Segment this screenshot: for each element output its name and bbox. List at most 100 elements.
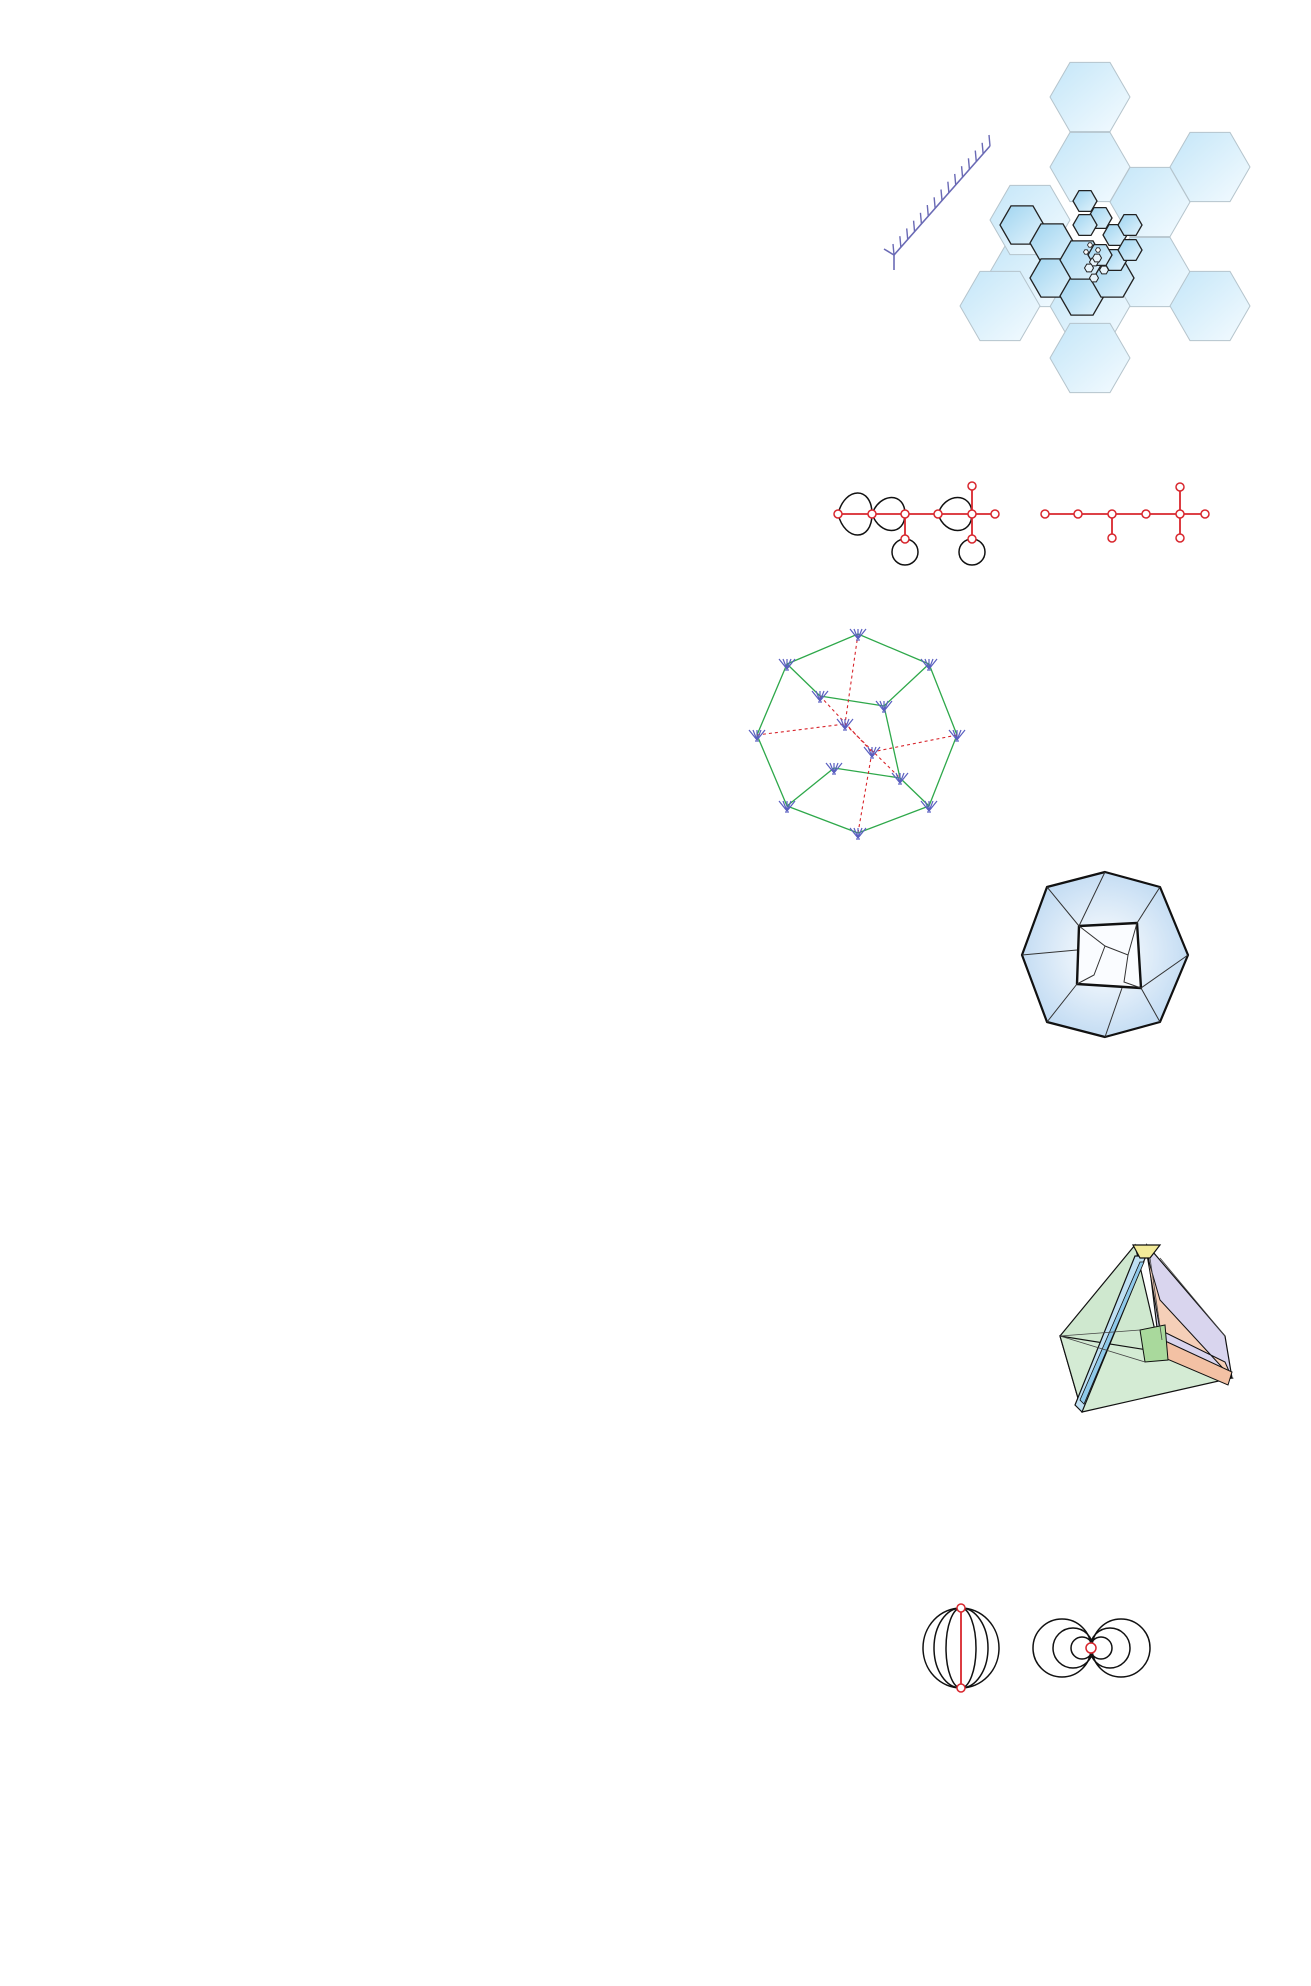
corolla-leaf xyxy=(836,718,846,730)
corolla-leaf xyxy=(815,690,821,702)
vertex xyxy=(990,509,1000,519)
tree-leaf xyxy=(919,212,923,224)
small-hexagon xyxy=(1072,189,1098,213)
corolla xyxy=(778,800,796,813)
corolla-leaf xyxy=(895,772,901,784)
green-edge xyxy=(899,777,930,807)
vertex xyxy=(1200,509,1210,519)
corolla-leaf xyxy=(819,690,829,702)
corolla xyxy=(825,762,843,775)
tree-leaf xyxy=(967,158,971,170)
corolla-leaf xyxy=(840,718,846,730)
green-edge xyxy=(819,695,885,707)
ribbon-graph-left xyxy=(833,481,1000,566)
vertex xyxy=(967,509,977,519)
large-hexagon xyxy=(1049,322,1131,394)
corolla-leaf xyxy=(928,658,938,670)
corolla-leaf xyxy=(782,658,788,670)
green-edge xyxy=(786,633,859,665)
corolla-leaf xyxy=(748,729,758,741)
tree-leaf xyxy=(981,142,984,154)
vertex xyxy=(1107,509,1117,519)
corolla-leaf xyxy=(948,729,958,741)
corolla-leaf xyxy=(920,800,930,812)
corolla xyxy=(836,718,854,731)
corolla xyxy=(948,729,966,742)
tiny-hexagon xyxy=(1083,263,1095,273)
vertex xyxy=(933,509,943,519)
corolla-leaf xyxy=(879,700,885,712)
corolla xyxy=(811,690,829,703)
micro-hexagon xyxy=(1095,247,1101,253)
corolla-leaf xyxy=(899,772,909,784)
vertex xyxy=(967,481,977,491)
corolla-leaf xyxy=(825,762,835,774)
vertex xyxy=(900,509,910,519)
corolla-leaf xyxy=(786,658,796,670)
green-edge xyxy=(786,663,821,697)
corolla-leaf xyxy=(871,746,881,758)
small-hexagon xyxy=(1117,238,1143,262)
small-hexagon xyxy=(1072,213,1098,237)
corolla-leaf xyxy=(891,772,901,784)
facet-blue-inner xyxy=(1079,1261,1145,1405)
corolla-leaf xyxy=(811,690,821,702)
corolla xyxy=(778,658,796,671)
vertex xyxy=(1175,482,1185,492)
corolla-leaf xyxy=(867,746,873,758)
loop-edge xyxy=(937,513,973,532)
loop-edge xyxy=(871,513,906,532)
vertex xyxy=(1141,509,1151,519)
corolla-leaf xyxy=(752,729,758,741)
vertex xyxy=(956,1683,966,1693)
corolla-leaf xyxy=(952,729,958,741)
green-edge xyxy=(756,663,788,736)
tiny-hexagon xyxy=(1098,265,1110,275)
corolla-leaf xyxy=(853,827,859,839)
tree-leaf xyxy=(933,197,936,209)
large-hexagon xyxy=(959,270,1041,342)
corolla xyxy=(849,628,867,641)
corolla-leaf xyxy=(844,718,854,730)
tree-stem xyxy=(883,145,991,270)
vertex xyxy=(1175,509,1185,519)
green-edge xyxy=(928,734,958,807)
tree-leaf xyxy=(974,150,977,162)
loop-graphs xyxy=(922,1603,1151,1693)
micro-hexagon xyxy=(1087,242,1093,248)
tetrahedral-polytope xyxy=(1059,1243,1235,1414)
vertex xyxy=(1085,1642,1097,1654)
ribbon-graphs xyxy=(833,481,1210,566)
rooted-tree-comb xyxy=(883,134,991,270)
vertex xyxy=(833,509,843,519)
corolla-leaf xyxy=(853,628,859,640)
green-edge xyxy=(883,663,930,707)
dashed-edge xyxy=(756,723,846,736)
corolla-leaf xyxy=(778,800,788,812)
dashed-edge xyxy=(819,695,873,753)
dashed-edge xyxy=(871,734,958,753)
tiny-hexagon xyxy=(1088,273,1100,283)
small-hexagon xyxy=(1117,213,1143,237)
vertex xyxy=(1175,533,1185,543)
vertex xyxy=(1073,509,1083,519)
large-hexagon xyxy=(1049,61,1131,133)
green-edge xyxy=(756,734,788,807)
corolla-leaf xyxy=(829,762,835,774)
loop-edge xyxy=(837,492,873,515)
tiny-hexagon xyxy=(1091,253,1103,263)
corolla xyxy=(849,827,867,840)
corolla-leaf xyxy=(863,746,873,758)
tree-leaf xyxy=(926,205,929,217)
corolla-cycle xyxy=(748,628,966,840)
vertex xyxy=(1040,509,1050,519)
loop-edge xyxy=(871,496,906,515)
tree-leaf xyxy=(988,134,991,147)
loop-edge xyxy=(837,513,873,536)
green-edge xyxy=(857,805,930,834)
corolla xyxy=(920,800,938,813)
vertex xyxy=(900,534,910,544)
tree-leaf xyxy=(912,220,916,232)
banana-graph xyxy=(922,1603,1000,1693)
tree-leaf xyxy=(899,236,902,248)
